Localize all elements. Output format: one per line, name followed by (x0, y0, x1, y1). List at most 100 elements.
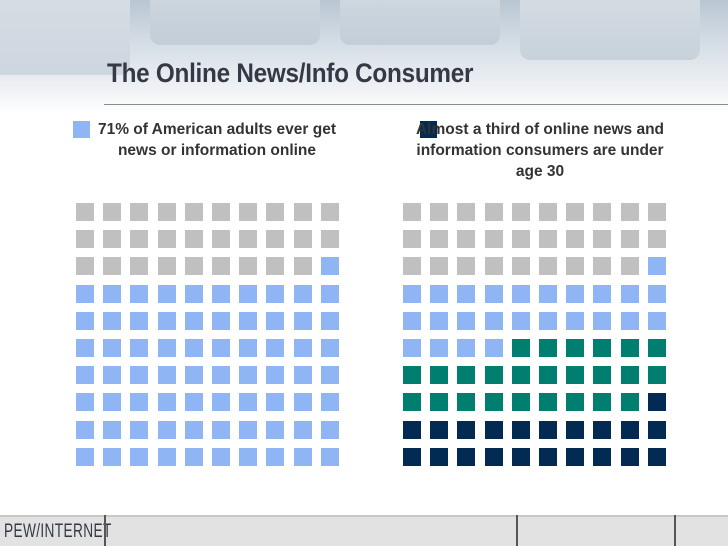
waffle-cell (647, 311, 666, 330)
waffle-cell (184, 420, 203, 439)
waffle-cell (539, 393, 557, 412)
waffle-cell (484, 257, 503, 276)
waffle-cell (403, 311, 421, 330)
waffle-cell (184, 366, 203, 385)
waffle-cell (320, 339, 339, 357)
waffle-cell (212, 447, 230, 466)
waffle-chart-right (403, 203, 668, 468)
waffle-cell (593, 366, 612, 385)
waffle-cell (484, 393, 503, 412)
waffle-cell (620, 230, 639, 249)
waffle-cell (184, 230, 203, 249)
waffle-cell (539, 203, 557, 221)
waffle-cell (184, 311, 203, 330)
waffle-cell (184, 447, 203, 466)
waffle-cell (511, 257, 530, 276)
waffle-chart-left (76, 203, 341, 468)
waffle-cell (320, 420, 339, 439)
waffle-cell (539, 447, 557, 466)
waffle-cell (403, 257, 421, 276)
waffle-cell (239, 203, 258, 221)
legend-text-right: Almost a third of online news and inform… (415, 121, 664, 180)
waffle-cell (511, 420, 530, 439)
waffle-cell (511, 284, 530, 303)
waffle-cell (103, 257, 122, 276)
waffle-cell (593, 284, 612, 303)
waffle-cell (157, 284, 176, 303)
waffle-cell (212, 230, 230, 249)
waffle-cell (403, 203, 421, 221)
waffle-cell (103, 366, 122, 385)
waffle-cell (620, 311, 639, 330)
waffle-cell (620, 284, 639, 303)
page-title: The Online News/Info Consumer (107, 58, 474, 88)
waffle-cell (103, 311, 122, 330)
waffle-cell (430, 257, 449, 276)
waffle-cell (130, 230, 149, 249)
waffle-cell (239, 230, 258, 249)
waffle-cell (239, 311, 258, 330)
waffle-cell (620, 420, 639, 439)
footer-bar: PEW/INTERNET (0, 515, 728, 546)
waffle-cell (266, 284, 285, 303)
pew-internet-logo: PEW/INTERNET (4, 521, 112, 542)
waffle-cell (647, 366, 666, 385)
waffle-cell (239, 339, 258, 357)
waffle-cell (76, 420, 94, 439)
waffle-cell (647, 230, 666, 249)
waffle-cell (103, 230, 122, 249)
waffle-cell (103, 203, 122, 221)
waffle-cell (403, 420, 421, 439)
waffle-cell (103, 447, 122, 466)
waffle-cell (212, 366, 230, 385)
waffle-cell (484, 447, 503, 466)
waffle-cell (566, 393, 585, 412)
waffle-cell (157, 339, 176, 357)
waffle-cell (130, 257, 149, 276)
waffle-cell (566, 447, 585, 466)
waffle-cell (566, 366, 585, 385)
waffle-cell (157, 447, 176, 466)
waffle-cell (457, 393, 476, 412)
waffle-cell (430, 420, 449, 439)
waffle-cell (130, 284, 149, 303)
waffle-cell (266, 393, 285, 412)
waffle-cell (593, 393, 612, 412)
waffle-cell (566, 311, 585, 330)
waffle-cell (184, 284, 203, 303)
waffle-cell (484, 230, 503, 249)
waffle-cell (539, 366, 557, 385)
waffle-cell (130, 447, 149, 466)
waffle-cell (403, 447, 421, 466)
waffle-cell (511, 230, 530, 249)
waffle-cell (293, 311, 312, 330)
waffle-cell (593, 257, 612, 276)
waffle-cell (484, 284, 503, 303)
waffle-cell (212, 339, 230, 357)
waffle-cell (511, 366, 530, 385)
waffle-cell (320, 257, 339, 276)
waffle-cell (103, 284, 122, 303)
waffle-cell (320, 311, 339, 330)
waffle-cell (593, 420, 612, 439)
waffle-cell (103, 339, 122, 357)
waffle-cell (566, 284, 585, 303)
waffle-cell (157, 311, 176, 330)
waffle-cell (620, 447, 639, 466)
waffle-cell (403, 284, 421, 303)
legend-swatch-left (73, 121, 90, 138)
footer-separator (516, 515, 518, 546)
waffle-cell (103, 420, 122, 439)
waffle-cell (184, 203, 203, 221)
waffle-cell (539, 230, 557, 249)
waffle-cell (620, 339, 639, 357)
waffle-cell (430, 230, 449, 249)
waffle-cell (457, 284, 476, 303)
waffle-cell (430, 203, 449, 221)
waffle-cell (457, 447, 476, 466)
waffle-cell (511, 311, 530, 330)
waffle-cell (593, 339, 612, 357)
waffle-cell (430, 311, 449, 330)
waffle-cell (293, 230, 312, 249)
waffle-cell (403, 393, 421, 412)
